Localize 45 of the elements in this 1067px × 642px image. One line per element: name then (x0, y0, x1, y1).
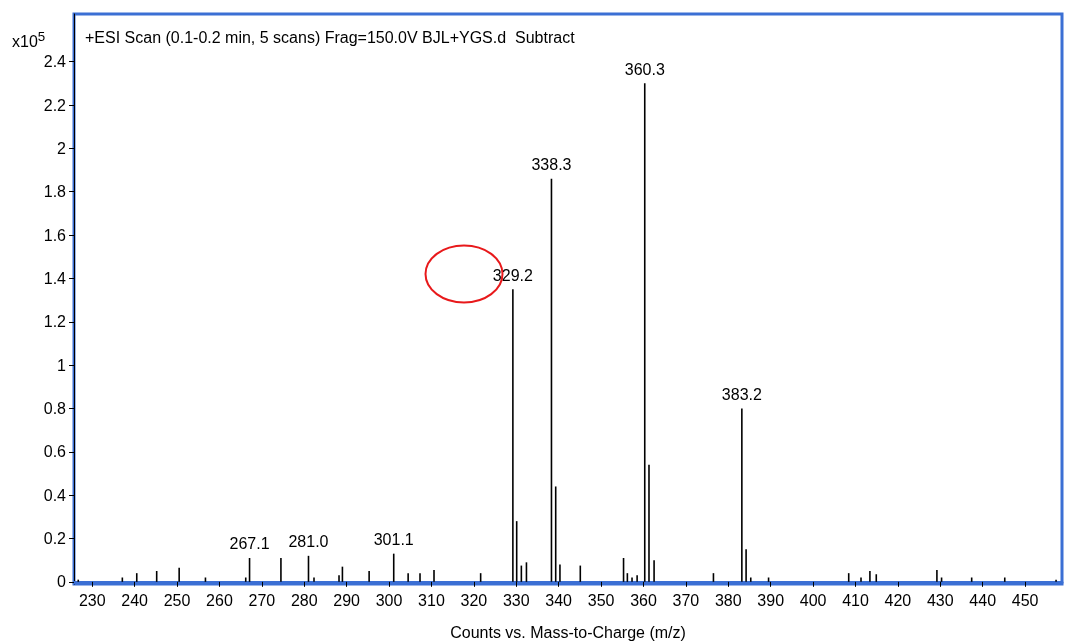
annotation: 267.1 (229, 535, 270, 553)
y-tick-label: 0.8 (43, 399, 67, 417)
x-tick-label: 450 (1011, 591, 1039, 609)
x-tick-label: 410 (842, 591, 869, 609)
x-tick-label: 430 (926, 591, 954, 609)
x-tick-label: 340 (545, 591, 573, 609)
y-tick-label: 1.6 (43, 226, 67, 244)
y-tick-label: 0.6 (43, 443, 67, 461)
x-axis-title: Counts vs. Mass-to-Charge (m/z) (450, 623, 686, 641)
x-tick-label: 380 (714, 591, 742, 609)
y-tick-label: 1.8 (43, 183, 67, 201)
x-tick-label: 320 (460, 591, 488, 609)
x-tick-label: 230 (78, 591, 106, 609)
y-tick-label: 0 (57, 573, 67, 591)
x-tick-label: 240 (121, 591, 149, 609)
text: +ESI Scan (0.1-0.2 min, 5 scans) Frag=150.0V BJL+YGS.d Subtract (85, 28, 576, 46)
x-tick-label: 250 (163, 591, 191, 609)
y-axis-title: x10$^{5}$ (12, 28, 46, 52)
x-tick-label: 310 (418, 591, 445, 609)
y-tick-label: 1.4 (43, 269, 67, 287)
x-tick-label: 330 (502, 591, 530, 609)
y-tick-label: 2.2 (43, 96, 67, 114)
x-tick-label: 370 (672, 591, 700, 609)
annotation: 383.2 (721, 385, 762, 403)
y-tick-label: 0.4 (43, 486, 67, 504)
annotation: 301.1 (373, 531, 414, 549)
y-tick-label: 1.2 (43, 313, 67, 331)
y-tick-label: 1 (57, 356, 67, 374)
x-tick-label: 280 (290, 591, 318, 609)
x-tick-label: 260 (206, 591, 233, 609)
x-tick-label: 300 (375, 591, 403, 609)
annotation: 338.3 (531, 156, 572, 174)
x-tick-label: 420 (884, 591, 912, 609)
x-tick-label: 400 (799, 591, 827, 609)
y-tick-label: 2 (57, 139, 67, 157)
x-tick-label: 440 (969, 591, 997, 609)
x-tick-label: 350 (587, 591, 615, 609)
x-tick-label: 290 (333, 591, 361, 609)
x-tick-label: 360 (630, 591, 657, 609)
x-tick-label: 270 (248, 591, 276, 609)
y-tick-label: 0.2 (43, 529, 67, 547)
x-tick-label: 390 (757, 591, 785, 609)
annotation: 360.3 (624, 60, 665, 78)
y-tick-label: 2.4 (43, 53, 67, 71)
annotation: 281.0 (288, 533, 329, 551)
